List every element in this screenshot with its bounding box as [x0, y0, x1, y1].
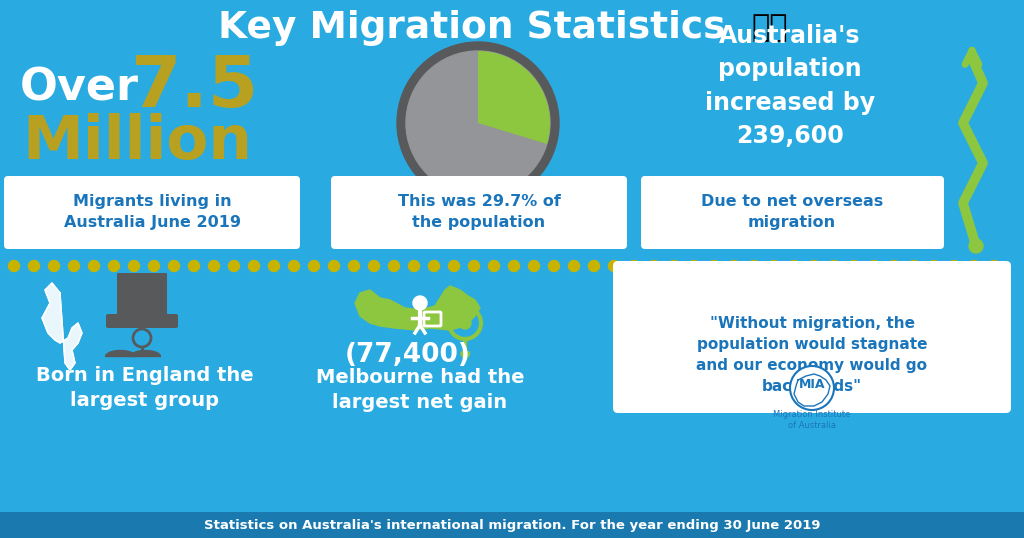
Circle shape: [788, 260, 800, 272]
Circle shape: [908, 260, 920, 272]
Circle shape: [809, 260, 819, 272]
Circle shape: [669, 260, 680, 272]
Circle shape: [69, 260, 80, 272]
Text: Migrants living in
Australia June 2019: Migrants living in Australia June 2019: [63, 194, 241, 230]
Circle shape: [988, 260, 999, 272]
Text: (77,400): (77,400): [345, 342, 471, 368]
Text: Due to net overseas
migration: Due to net overseas migration: [700, 194, 883, 230]
Circle shape: [428, 260, 439, 272]
Text: Born in England the
largest group: Born in England the largest group: [36, 366, 254, 410]
Circle shape: [568, 260, 580, 272]
Circle shape: [889, 260, 899, 272]
Circle shape: [608, 260, 620, 272]
Text: 7.5: 7.5: [130, 53, 258, 123]
FancyBboxPatch shape: [117, 273, 167, 317]
Circle shape: [849, 260, 859, 272]
Circle shape: [828, 260, 840, 272]
Circle shape: [289, 260, 299, 272]
Circle shape: [488, 260, 500, 272]
Circle shape: [868, 260, 880, 272]
Text: ♥: ♥: [459, 350, 471, 364]
FancyBboxPatch shape: [4, 176, 300, 249]
Circle shape: [688, 260, 699, 272]
Polygon shape: [42, 283, 82, 370]
Circle shape: [228, 260, 240, 272]
Circle shape: [188, 260, 200, 272]
Circle shape: [388, 260, 399, 272]
Circle shape: [308, 260, 319, 272]
Circle shape: [589, 260, 599, 272]
Circle shape: [969, 239, 983, 253]
Circle shape: [629, 260, 640, 272]
Circle shape: [88, 260, 99, 272]
Circle shape: [148, 260, 160, 272]
Circle shape: [109, 260, 120, 272]
Circle shape: [449, 260, 460, 272]
Text: Australia's
population
increased by
239,600: Australia's population increased by 239,…: [705, 24, 876, 148]
Circle shape: [469, 260, 479, 272]
Text: Key Migration Statistics: Key Migration Statistics: [218, 10, 726, 46]
Circle shape: [459, 317, 471, 329]
Circle shape: [749, 260, 760, 272]
Circle shape: [209, 260, 219, 272]
Circle shape: [397, 42, 559, 204]
Circle shape: [48, 260, 59, 272]
Text: Melbourne had the
largest net gain: Melbourne had the largest net gain: [315, 368, 524, 412]
Circle shape: [268, 260, 280, 272]
Text: 🇦🇺: 🇦🇺: [752, 13, 788, 43]
Circle shape: [348, 260, 359, 272]
Text: Million: Million: [22, 114, 252, 173]
Circle shape: [8, 260, 19, 272]
Circle shape: [790, 366, 834, 410]
FancyBboxPatch shape: [0, 512, 1024, 538]
Circle shape: [969, 260, 980, 272]
FancyBboxPatch shape: [106, 314, 178, 328]
Circle shape: [648, 260, 659, 272]
FancyBboxPatch shape: [641, 176, 944, 249]
Circle shape: [413, 296, 427, 310]
Circle shape: [528, 260, 540, 272]
Circle shape: [406, 51, 550, 195]
Circle shape: [728, 260, 739, 272]
Text: Over: Over: [20, 67, 139, 110]
Circle shape: [169, 260, 179, 272]
Circle shape: [369, 260, 380, 272]
Circle shape: [249, 260, 259, 272]
Text: "Without migration, the
population would stagnate
and our economy would go
backw: "Without migration, the population would…: [696, 316, 928, 394]
Circle shape: [409, 260, 420, 272]
Circle shape: [128, 260, 139, 272]
Circle shape: [768, 260, 779, 272]
Wedge shape: [478, 51, 550, 144]
Polygon shape: [355, 286, 480, 330]
Text: MIA: MIA: [799, 379, 825, 392]
FancyBboxPatch shape: [331, 176, 627, 249]
Circle shape: [29, 260, 40, 272]
Text: Statistics on Australia's international migration. For the year ending 30 June 2: Statistics on Australia's international …: [204, 519, 820, 532]
Circle shape: [709, 260, 720, 272]
Text: Migration Institute
of Australia: Migration Institute of Australia: [773, 410, 851, 430]
Circle shape: [329, 260, 340, 272]
FancyBboxPatch shape: [613, 261, 1011, 413]
Text: This was 29.7% of
the population: This was 29.7% of the population: [397, 194, 560, 230]
Circle shape: [509, 260, 519, 272]
Circle shape: [948, 260, 959, 272]
Circle shape: [549, 260, 559, 272]
Circle shape: [929, 260, 939, 272]
